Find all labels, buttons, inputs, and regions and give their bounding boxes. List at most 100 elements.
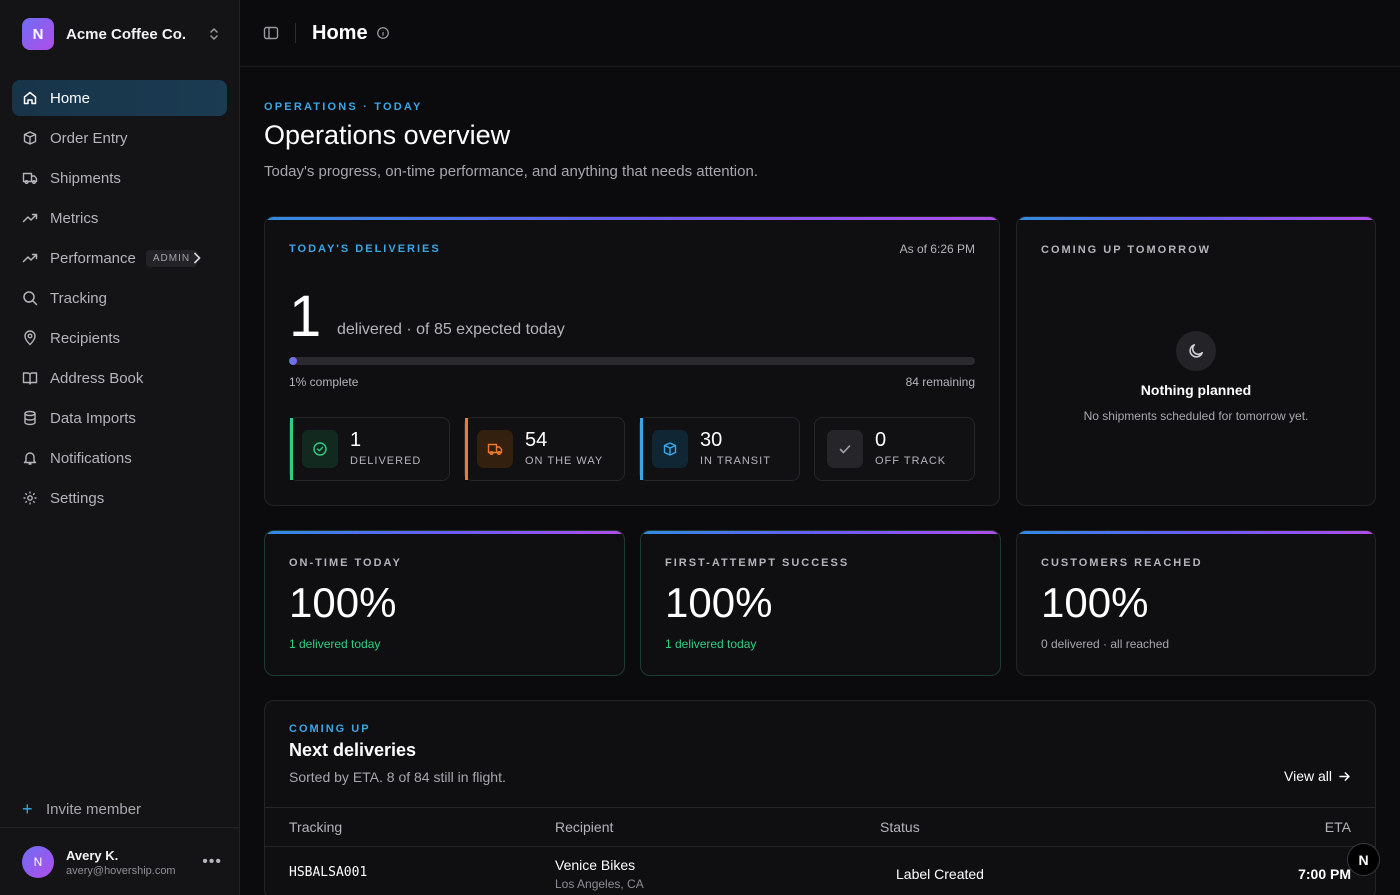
- kpi-note: 1 delivered today: [665, 637, 757, 651]
- sidebar-item-performance[interactable]: Performance ADMIN: [12, 240, 227, 276]
- progress-remaining-label: 84 remaining: [905, 375, 975, 389]
- book-icon: [22, 372, 38, 385]
- sidebar-item-settings[interactable]: Settings: [12, 480, 227, 516]
- sidebar-toggle-icon[interactable]: [263, 25, 279, 41]
- table-row[interactable]: HSBALSA001 Venice Bikes Los Angeles, CA …: [265, 847, 1375, 895]
- user-info: Avery K. avery@hovership.com: [66, 848, 202, 877]
- sidebar-item-shipments[interactable]: Shipments: [12, 160, 227, 196]
- moon-icon: [1176, 331, 1216, 371]
- next-deliveries-card: COMING UP Next deliveries Sorted by ETA.…: [264, 700, 1376, 895]
- assistant-launcher-button[interactable]: N: [1347, 843, 1380, 876]
- user-menu[interactable]: N Avery K. avery@hovership.com •••: [22, 845, 222, 879]
- home-icon: [23, 91, 37, 105]
- sidebar-item-recipients[interactable]: Recipients: [12, 320, 227, 356]
- sidebar-nav: Home Order Entry Shipments Metrics Perfo…: [12, 80, 227, 520]
- arrow-right-icon: [1339, 771, 1350, 781]
- progress-fill: [289, 357, 297, 365]
- sidebar-item-notifications[interactable]: Notifications: [12, 440, 227, 476]
- more-icon[interactable]: •••: [202, 853, 222, 870]
- view-all-link[interactable]: View all: [1284, 768, 1351, 784]
- sidebar-item-label: Recipients: [50, 329, 121, 347]
- map-pin-icon: [24, 330, 36, 346]
- avatar: N: [22, 846, 54, 878]
- truck-icon: [22, 172, 38, 184]
- sidebar-item-metrics[interactable]: Metrics: [12, 200, 227, 236]
- truck-icon: [477, 430, 513, 468]
- table-header: Tracking Recipient Status ETA: [265, 807, 1375, 847]
- trending-icon: [22, 253, 38, 263]
- column-header-recipient[interactable]: Recipient: [555, 819, 614, 835]
- trending-icon: [22, 213, 38, 223]
- sidebar-item-label: Home: [50, 89, 91, 107]
- card-label: TODAY'S DELIVERIES: [289, 243, 441, 255]
- sidebar-item-label: Tracking: [50, 289, 107, 307]
- section-subtitle: Today's progress, on-time performance, a…: [264, 163, 758, 180]
- stat-value: 30: [700, 429, 723, 451]
- bell-icon: [23, 452, 37, 465]
- stat-value: 0: [875, 429, 887, 451]
- progress-complete-label: 1% complete: [289, 375, 359, 389]
- sidebar-item-label: Performance: [50, 249, 136, 267]
- sidebar-item-tracking[interactable]: Tracking: [12, 280, 227, 316]
- stat-value: 54: [525, 429, 548, 451]
- sidebar-item-label: Shipments: [50, 169, 121, 187]
- view-all-label: View all: [1284, 768, 1332, 784]
- divider: [295, 23, 296, 43]
- gear-icon: [23, 491, 37, 505]
- org-logo: N: [22, 18, 54, 50]
- stat-off-track[interactable]: 0 OFF TRACK: [814, 417, 975, 481]
- sidebar-item-label: Data Imports: [50, 409, 136, 427]
- kpi-note: 0 delivered · all reached: [1041, 637, 1170, 651]
- stat-label: ON THE WAY: [525, 455, 604, 467]
- sidebar-item-label: Metrics: [50, 209, 99, 227]
- stat-in-transit[interactable]: 30 IN TRANSIT: [639, 417, 800, 481]
- kpi-first-attempt-success: FIRST-ATTEMPT SUCCESS 100% 1 delivered t…: [640, 530, 1001, 676]
- delivery-progress-bar: [289, 357, 975, 365]
- database-icon: [24, 410, 36, 426]
- column-header-status[interactable]: Status: [880, 819, 920, 835]
- sidebar-item-home[interactable]: Home: [12, 80, 227, 116]
- card-eyebrow: COMING UP: [289, 723, 371, 735]
- recipient-location: Los Angeles, CA: [555, 877, 644, 891]
- delivered-count: 1: [289, 284, 322, 349]
- status-badge: Label Created: [896, 866, 984, 882]
- check-circle-icon: [302, 430, 338, 468]
- sidebar-item-label: Address Book: [50, 369, 144, 387]
- plus-icon: +: [22, 799, 33, 819]
- org-name: Acme Coffee Co.: [66, 25, 187, 43]
- column-header-eta[interactable]: ETA: [1324, 819, 1351, 835]
- stat-accent: [640, 418, 643, 480]
- stat-on-the-way[interactable]: 54 ON THE WAY: [464, 417, 625, 481]
- sidebar-item-label: Order Entry: [50, 129, 128, 147]
- tracking-number[interactable]: HSBALSA001: [289, 865, 368, 880]
- kpi-label: FIRST-ATTEMPT SUCCESS: [665, 557, 850, 569]
- kpi-customers-reached: CUSTOMERS REACHED 100% 0 delivered · all…: [1016, 530, 1376, 676]
- stat-accent: [290, 418, 293, 480]
- empty-state-title: Nothing planned: [1140, 382, 1252, 398]
- search-icon: [23, 291, 38, 306]
- kpi-value: 100%: [1041, 579, 1149, 626]
- stat-value: 1: [350, 429, 362, 451]
- page-title: Home: [312, 21, 368, 44]
- chevron-right-icon[interactable]: [189, 250, 205, 266]
- user-email: avery@hovership.com: [66, 864, 176, 877]
- sidebar-item-address-book[interactable]: Address Book: [12, 360, 227, 396]
- info-icon[interactable]: [376, 26, 390, 40]
- kpi-value: 100%: [289, 579, 397, 626]
- check-icon: [827, 430, 863, 468]
- sidebar-item-data-imports[interactable]: Data Imports: [12, 400, 227, 436]
- card-title: Next deliveries: [289, 740, 417, 760]
- invite-member-button[interactable]: + Invite member: [22, 799, 141, 820]
- column-header-tracking[interactable]: Tracking: [289, 819, 343, 835]
- stat-delivered[interactable]: 1 DELIVERED: [289, 417, 450, 481]
- section-eyebrow: OPERATIONS · TODAY: [264, 101, 423, 113]
- stat-label: DELIVERED: [350, 455, 422, 467]
- sidebar-item-order-entry[interactable]: Order Entry: [12, 120, 227, 156]
- box-icon: [652, 430, 688, 468]
- as-of-timestamp: As of 6:26 PM: [899, 242, 975, 256]
- stat-accent: [465, 418, 468, 480]
- chevrons-up-down-icon: [210, 28, 218, 40]
- invite-member-label: Invite member: [46, 801, 142, 818]
- org-switcher[interactable]: N Acme Coffee Co.: [22, 17, 222, 51]
- user-name: Avery K.: [66, 847, 119, 863]
